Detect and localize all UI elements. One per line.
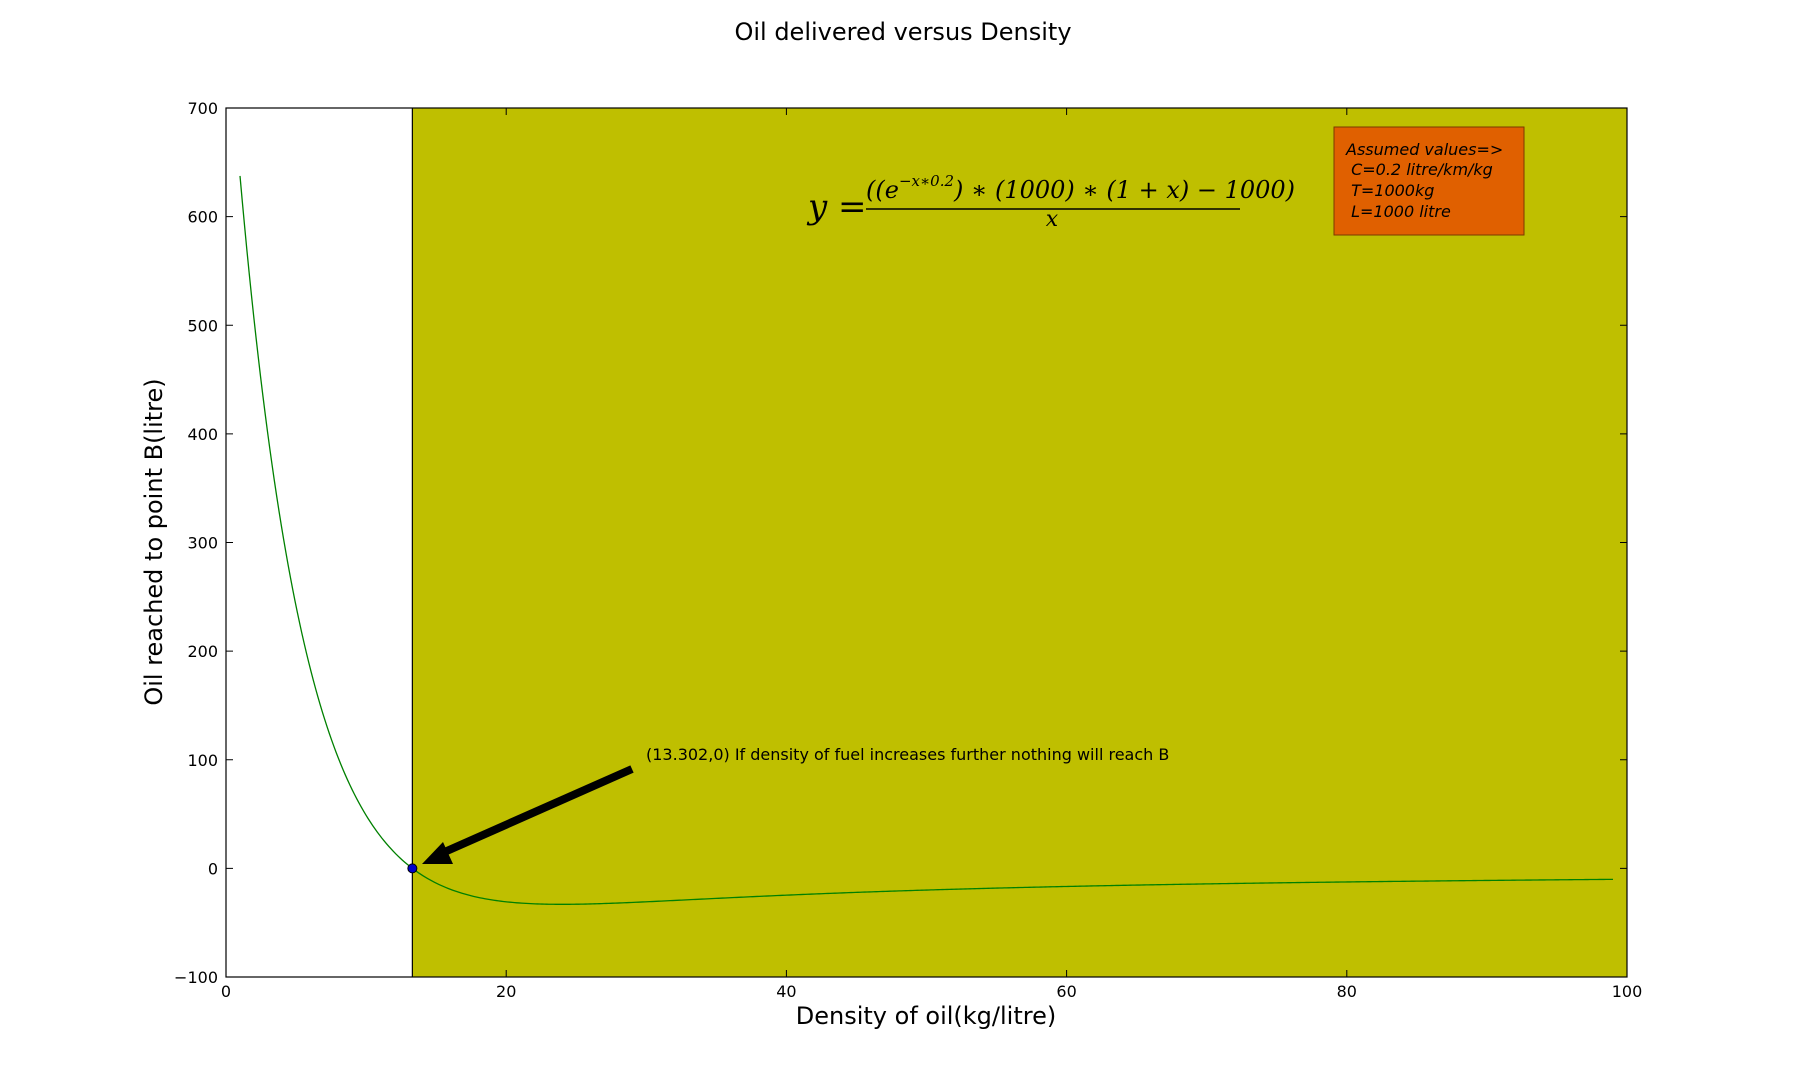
equation-numerator-rest: ) ∗ (1000) ∗ (1 + x) − 1000) bbox=[953, 176, 1295, 204]
annotation-arrow-shaft bbox=[438, 765, 634, 858]
box-line-3: T=1000kg bbox=[1346, 181, 1434, 200]
x-axis-label: Density of oil(kg/litre) bbox=[796, 1002, 1056, 1030]
box-line-4: L=1000 litre bbox=[1346, 202, 1451, 221]
x-tick-label: 80 bbox=[1337, 982, 1357, 1001]
x-tick-label: 40 bbox=[776, 982, 796, 1001]
y-tick-label: 300 bbox=[187, 534, 218, 553]
y-axis-label: Oil reached to point B(litre) bbox=[140, 378, 168, 705]
y-tick-label: 500 bbox=[187, 316, 218, 335]
equation-numerator: ((e−x∗0.2) ∗ (1000) ∗ (1 + x) − 1000) bbox=[866, 172, 1295, 204]
y-tick-label: 0 bbox=[208, 859, 218, 878]
equation: y = ((e−x∗0.2) ∗ (1000) ∗ (1 + x) − 1000… bbox=[806, 172, 1295, 232]
box-line-1: Assumed values=> bbox=[1345, 140, 1503, 159]
series-line-0 bbox=[239, 175, 1613, 905]
y-tick-label: 100 bbox=[187, 751, 218, 770]
assumed-values-box-bg bbox=[1333, 126, 1525, 236]
equation-exponent: −x∗0.2 bbox=[899, 172, 954, 190]
x-tick-label: 100 bbox=[1612, 982, 1643, 1001]
equation-denominator: x bbox=[1046, 207, 1059, 232]
y-tick-label: −100 bbox=[174, 968, 218, 987]
shaded-region bbox=[412, 108, 1627, 977]
chart-title: Oil delivered versus Density bbox=[734, 18, 1071, 46]
x-tick-label: 60 bbox=[1056, 982, 1076, 1001]
y-tick-label: 600 bbox=[187, 208, 218, 227]
box-line-2: C=0.2 litre/km/kg bbox=[1346, 160, 1493, 179]
equation-numerator-part: ((e bbox=[866, 176, 899, 204]
y-tick-label: 200 bbox=[187, 642, 218, 661]
y-tick-label: 400 bbox=[187, 425, 218, 444]
equation-lhs: y = bbox=[806, 187, 867, 227]
annotation-text: (13.302,0) If density of fuel increases … bbox=[646, 745, 1169, 764]
annotation-arrow-head bbox=[422, 842, 453, 864]
highlight-point bbox=[407, 863, 418, 874]
x-tick-label: 0 bbox=[221, 982, 231, 1001]
y-tick-label: 700 bbox=[187, 99, 218, 118]
x-tick-label: 20 bbox=[496, 982, 516, 1001]
assumed-values-box: Assumed values=> C=0.2 litre/km/kg T=100… bbox=[1333, 126, 1525, 236]
